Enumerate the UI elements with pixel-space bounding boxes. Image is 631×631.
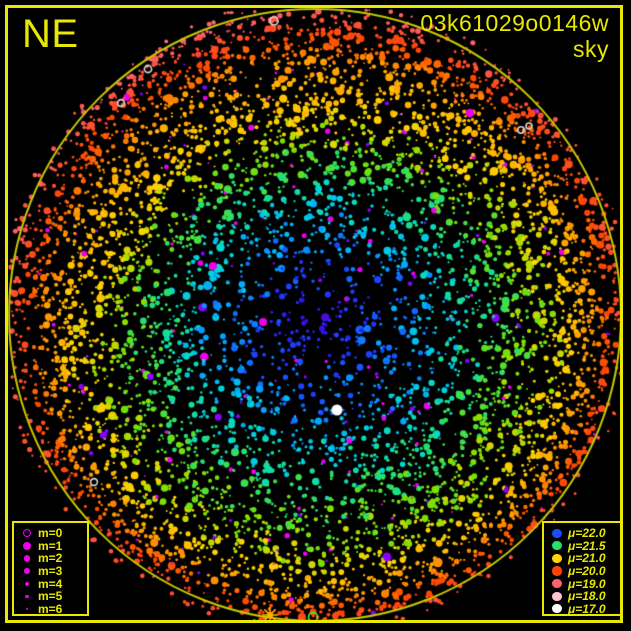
magnitude-legend-row: m=0	[14, 527, 87, 540]
mu-legend-row: μ=19.0	[544, 577, 620, 590]
mu-legend-label: μ=17.0	[568, 601, 606, 616]
mu-legend-row: μ=21.0	[544, 552, 620, 565]
mu-swatch-icon	[549, 553, 565, 564]
orientation-label-ne: NE	[22, 12, 79, 56]
mu-legend-label: μ=20.0	[568, 564, 606, 579]
magnitude-legend-label: m=0	[38, 526, 63, 541]
mu-legend-row: μ=17.0	[544, 603, 620, 616]
mu-legend-label: μ=22.0	[568, 526, 606, 541]
magnitude-legend-row: m=6	[14, 603, 87, 616]
magnitude-swatch-icon	[19, 607, 35, 610]
mu-legend-label: μ=21.5	[568, 538, 606, 553]
mu-legend-label: μ=18.0	[568, 589, 606, 604]
magnitude-legend-label: m=1	[38, 538, 63, 553]
mu-swatch-icon	[549, 541, 565, 551]
mu-legend-row: μ=22.0	[544, 527, 620, 540]
mu-legend-row: μ=18.0	[544, 590, 620, 603]
magnitude-swatch-icon	[19, 568, 35, 574]
magnitude-swatch-icon	[19, 581, 35, 586]
magnitude-legend-label: m=3	[38, 564, 63, 579]
magnitude-legend-label: m=2	[38, 551, 63, 566]
mu-legend-label: μ=21.0	[568, 551, 606, 566]
surface-brightness-legend: μ=22.0 μ=21.5 μ=21.0 μ=20.0 μ=19.0 μ=18.0 μ=17…	[542, 521, 622, 616]
mu-legend-row: μ=20.0	[544, 565, 620, 578]
magnitude-swatch-icon	[19, 541, 35, 550]
mu-swatch-icon	[549, 591, 565, 601]
magnitude-legend-row: m=4	[14, 577, 87, 590]
magnitude-legend-label: m=5	[38, 589, 63, 604]
mu-swatch-icon	[549, 528, 565, 538]
magnitude-legend: m=0 m=1 m=2 m=3 m=4 m=5 m=6	[12, 521, 89, 616]
magnitude-swatch-icon	[19, 529, 35, 538]
magnitude-legend-label: m=6	[38, 601, 63, 616]
magnitude-swatch-icon	[19, 594, 35, 598]
mu-legend-label: μ=19.0	[568, 576, 606, 591]
magnitude-legend-row: m=5	[14, 590, 87, 603]
magnitude-legend-row: m=2	[14, 552, 87, 565]
field-id-label: 03k61029o0146w	[420, 10, 609, 36]
magnitude-swatch-icon	[19, 555, 35, 562]
image-type-label: sky	[573, 36, 609, 62]
mu-legend-row: μ=21.5	[544, 540, 620, 553]
magnitude-legend-row: m=3	[14, 565, 87, 578]
magnitude-legend-label: m=4	[38, 576, 63, 591]
mu-swatch-icon	[549, 604, 565, 614]
mu-swatch-icon	[549, 579, 565, 589]
mu-swatch-icon	[549, 566, 565, 576]
magnitude-legend-row: m=1	[14, 540, 87, 553]
